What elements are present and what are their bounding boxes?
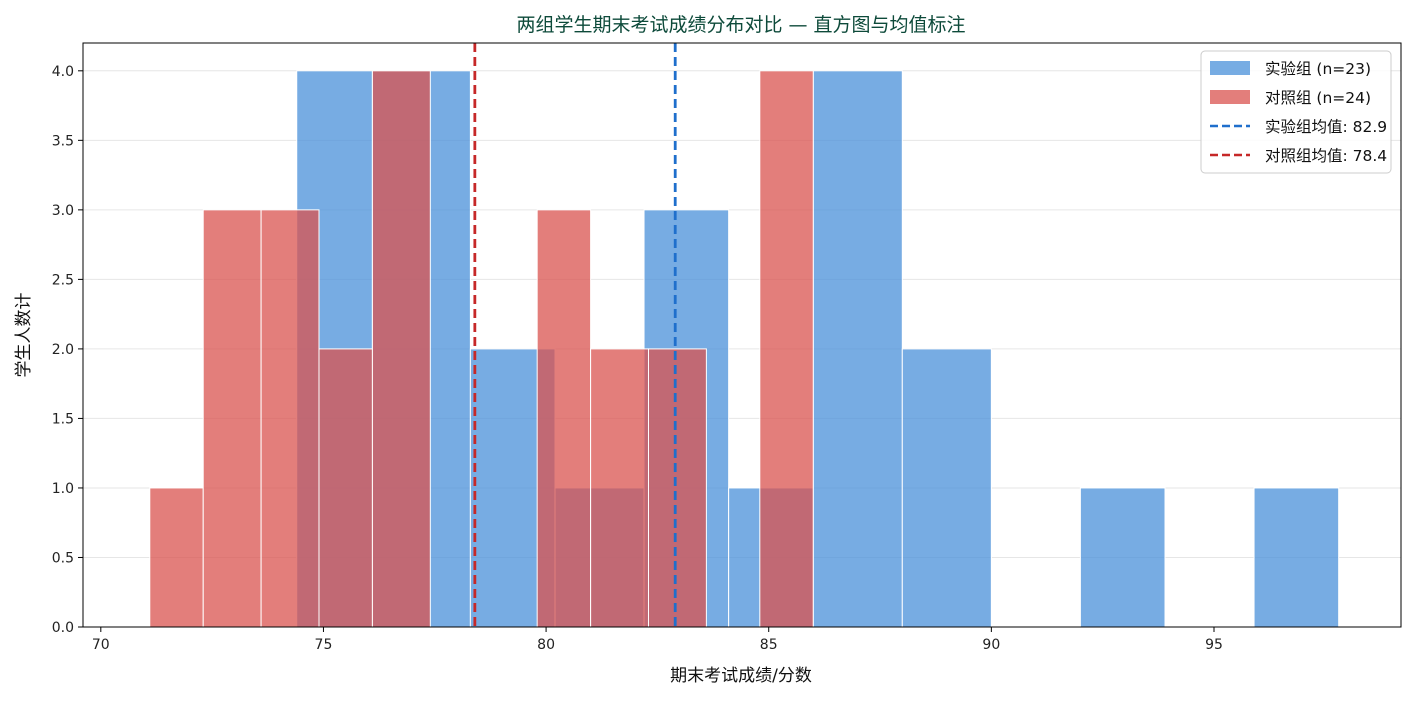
legend: 实验组 (n=23) 对照组 (n=24) 实验组均值: 82.9 对照组均值:…: [1200, 50, 1392, 174]
x-axis-ticks: 70 75 80 85 90 95: [92, 627, 1223, 653]
y-tick-label: 3.5: [52, 133, 74, 149]
histogram-bar-experimental: [812, 70, 903, 628]
x-tick-label: 90: [982, 637, 1000, 653]
legend-swatch-experimental: [1210, 61, 1250, 75]
bars-layer: [149, 70, 1340, 628]
histogram-bar-control: [590, 348, 649, 628]
x-axis-title: 期末考试成绩/分数: [670, 666, 812, 686]
legend-label-control: 对照组 (n=24): [1265, 89, 1371, 107]
x-tick-label: 75: [315, 637, 333, 653]
histogram-bar-control: [202, 209, 262, 628]
plot-frame: [82, 42, 1402, 628]
histogram-bar-control: [647, 348, 707, 628]
chart-title: 两组学生期末考试成绩分布对比 — 直方图与均值标注: [516, 14, 965, 36]
y-axis-title: 学生人数计: [14, 293, 34, 378]
x-tick-label: 85: [760, 637, 778, 653]
y-axis-ticks: 0.0 0.5 1.0 1.5 2.0 2.5 3.0 3.5 4.0: [52, 64, 83, 636]
y-tick-label: 3.0: [52, 203, 74, 219]
legend-label-experimental-mean: 实验组均值: 82.9: [1265, 118, 1387, 136]
y-tick-label: 2.0: [52, 342, 74, 358]
y-tick-label: 1.5: [52, 411, 74, 427]
histogram-bar-control: [149, 487, 204, 628]
legend-swatch-control: [1210, 90, 1250, 104]
histogram-bar-experimental: [901, 348, 992, 628]
histogram-bar-control: [536, 209, 592, 628]
histogram-bar-experimental: [1253, 487, 1340, 628]
histogram-bar-control: [371, 70, 431, 628]
histogram-bar-experimental: [1079, 487, 1166, 628]
histogram-bar-control: [318, 348, 373, 628]
y-tick-label: 0.5: [52, 550, 74, 566]
legend-label-control-mean: 对照组均值: 78.4: [1265, 147, 1387, 165]
y-tick-label: 1.0: [52, 481, 74, 497]
y-tick-label: 2.5: [52, 272, 74, 288]
y-tick-label: 0.0: [52, 620, 74, 636]
histogram-bar-control: [759, 70, 814, 628]
histogram-bar-control: [260, 209, 320, 628]
legend-label-experimental: 实验组 (n=23): [1265, 60, 1371, 78]
x-tick-label: 80: [537, 637, 555, 653]
x-tick-label: 70: [92, 637, 110, 653]
legend-box: [1200, 50, 1392, 174]
y-tick-label: 4.0: [52, 64, 74, 80]
x-tick-label: 95: [1205, 637, 1223, 653]
